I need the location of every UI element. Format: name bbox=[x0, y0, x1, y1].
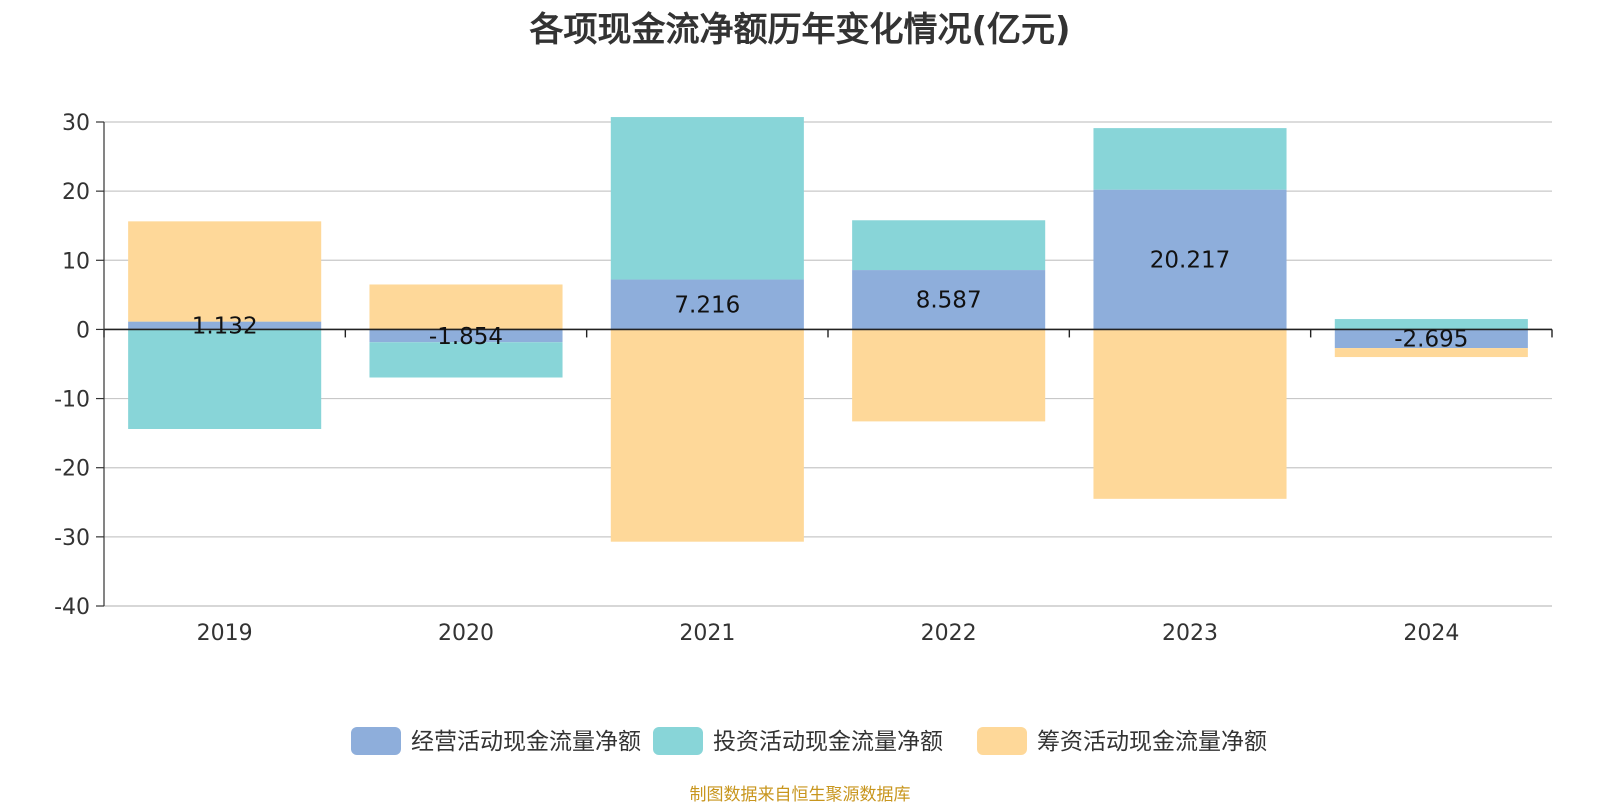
bar-2020-series-0[interactable] bbox=[369, 329, 563, 343]
bar-2024-series-0[interactable] bbox=[1334, 329, 1528, 349]
legend[interactable]: 经营活动现金流量净额 投资活动现金流量净额 筹资活动现金流量净额 bbox=[351, 727, 1267, 755]
y-tick-label: -10 bbox=[54, 388, 90, 413]
bar-2023-series-2[interactable] bbox=[1093, 329, 1287, 499]
legend-label: 投资活动现金流量净额 bbox=[713, 729, 943, 755]
x-tick-label: 2022 bbox=[921, 621, 977, 646]
bar-2024-series-1[interactable] bbox=[1334, 319, 1528, 330]
y-tick-label: 30 bbox=[62, 111, 90, 136]
legend-item-2[interactable]: 筹资活动现金流量净额 bbox=[977, 727, 1267, 755]
x-tick-label: 2024 bbox=[1403, 621, 1459, 646]
data-label-2023: 20.217 bbox=[1150, 248, 1230, 274]
bar-2022-series-1[interactable] bbox=[852, 220, 1046, 271]
bar-2021-series-1[interactable] bbox=[610, 117, 804, 280]
bar-2023-series-0[interactable] bbox=[1093, 189, 1287, 330]
legend-swatch bbox=[653, 727, 703, 755]
x-tick-label: 2019 bbox=[197, 621, 253, 646]
bar-2019-series-2[interactable] bbox=[128, 221, 322, 322]
data-labels: 1.132 -1.854 7.216 8.587 20.217 -2.695 bbox=[192, 248, 1469, 353]
legend-label: 筹资活动现金流量净额 bbox=[1037, 729, 1267, 755]
data-label-2024: -2.695 bbox=[1394, 327, 1468, 353]
bar-2024-series-2[interactable] bbox=[1334, 348, 1528, 358]
legend-swatch bbox=[351, 727, 401, 755]
y-tick-label: 0 bbox=[76, 318, 90, 343]
bar-2022-series-0[interactable] bbox=[852, 270, 1046, 330]
bar-2019-series-1[interactable] bbox=[128, 329, 322, 429]
x-tick-label: 2023 bbox=[1162, 621, 1218, 646]
y-tick-label: -30 bbox=[54, 526, 90, 551]
bar-2021-series-0[interactable] bbox=[610, 279, 804, 330]
bar-2023-series-1[interactable] bbox=[1093, 128, 1287, 190]
bar-2022-series-2[interactable] bbox=[852, 329, 1046, 422]
bar-2021-series-2[interactable] bbox=[610, 329, 804, 542]
data-label-2019: 1.132 bbox=[192, 314, 258, 340]
bar-2020-series-1[interactable] bbox=[369, 342, 563, 378]
bar-2019-series-0[interactable] bbox=[128, 321, 322, 330]
data-label-2020: -1.854 bbox=[429, 324, 503, 350]
y-tick-label: -20 bbox=[54, 457, 90, 482]
legend-item-1[interactable]: 投资活动现金流量净额 bbox=[653, 727, 943, 755]
chart-title: 各项现金流净额历年变化情况(亿元) bbox=[529, 10, 1071, 50]
legend-swatch bbox=[977, 727, 1027, 755]
bar-2020-series-2[interactable] bbox=[369, 284, 563, 330]
axes: 30 20 10 0 -10 -20 -30 -40 2019 2020 2021 2022 2023 2… bbox=[54, 111, 1553, 646]
y-tick-label: -40 bbox=[54, 595, 90, 620]
source-note: 制图数据来自恒生聚源数据库 bbox=[689, 785, 911, 805]
x-tick-label: 2021 bbox=[679, 621, 735, 646]
legend-item-0[interactable]: 经营活动现金流量净额 bbox=[351, 727, 641, 755]
data-label-2022: 8.587 bbox=[916, 288, 982, 314]
y-tick-label: 10 bbox=[62, 249, 90, 274]
legend-label: 经营活动现金流量净额 bbox=[411, 729, 641, 755]
x-tick-label: 2020 bbox=[438, 621, 494, 646]
y-tick-label: 20 bbox=[62, 180, 90, 205]
data-label-2021: 7.216 bbox=[674, 292, 740, 318]
bars bbox=[128, 117, 1528, 542]
